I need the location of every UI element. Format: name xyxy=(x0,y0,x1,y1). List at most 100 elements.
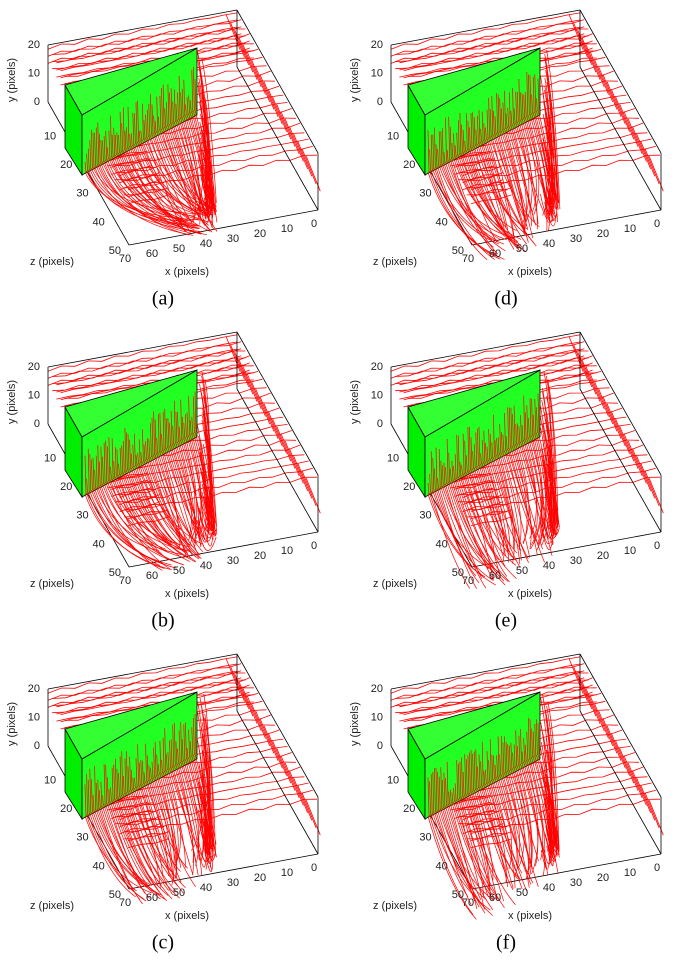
streamline xyxy=(526,116,540,216)
streamline xyxy=(169,124,210,216)
box-edge xyxy=(47,101,130,246)
streamline xyxy=(193,67,195,111)
streamline xyxy=(435,144,438,168)
streamline xyxy=(89,454,92,492)
z-tick-label: 40 xyxy=(436,860,448,872)
x-tick-label: 0 xyxy=(654,862,660,874)
streamline xyxy=(488,429,490,460)
streamline xyxy=(486,138,537,247)
streamline xyxy=(440,486,484,578)
streamline xyxy=(508,92,511,127)
streamline xyxy=(276,747,292,784)
z-axis-label: z (pixels) xyxy=(373,900,417,912)
streamline xyxy=(470,469,502,579)
streamline xyxy=(485,139,535,244)
streamline xyxy=(477,115,479,145)
streamline xyxy=(466,826,508,833)
streamline xyxy=(132,144,188,222)
streamline xyxy=(124,471,189,558)
streamline xyxy=(432,771,435,814)
streamline xyxy=(145,459,200,559)
streamline xyxy=(151,417,154,457)
x-tick-label: 40 xyxy=(543,560,555,572)
y-tick-label: 10 xyxy=(371,389,383,401)
streamline xyxy=(124,793,170,891)
streamline xyxy=(105,804,150,899)
streamline xyxy=(497,94,500,133)
streamline xyxy=(399,28,589,64)
box-edge xyxy=(47,331,238,368)
streamline xyxy=(251,703,266,739)
streamline xyxy=(170,739,173,768)
streamline xyxy=(126,148,195,231)
x-tick-label: 60 xyxy=(489,892,501,904)
streamline xyxy=(441,128,444,164)
z-tick-label: 10 xyxy=(387,131,399,143)
streamline xyxy=(118,772,120,798)
streamline xyxy=(523,762,539,867)
streamline xyxy=(598,388,614,425)
z-tick-label: 40 xyxy=(93,860,105,872)
streamline xyxy=(507,771,520,878)
streamline xyxy=(127,831,169,842)
streamline xyxy=(201,419,213,529)
streamline xyxy=(272,96,287,132)
wedge-top xyxy=(407,691,541,760)
streamline xyxy=(197,487,215,527)
streamline xyxy=(162,411,165,451)
streamline xyxy=(259,718,275,754)
x-tick-label: 0 xyxy=(311,218,317,230)
streamline xyxy=(297,463,313,499)
y-tick-label: 10 xyxy=(371,711,383,723)
streamline xyxy=(94,166,194,236)
streamline xyxy=(493,110,495,136)
x-tick-label: 50 xyxy=(173,243,185,255)
streamline xyxy=(251,59,266,95)
z-tick-label: 10 xyxy=(44,453,56,465)
streamline xyxy=(89,140,92,170)
streamline xyxy=(461,152,498,243)
box-edge xyxy=(128,853,319,890)
streamline xyxy=(507,744,510,772)
streamline xyxy=(255,66,271,103)
streamline xyxy=(510,110,513,126)
streamline xyxy=(610,411,626,447)
panel-label: (d) xyxy=(494,288,517,310)
streamline xyxy=(201,463,217,537)
streamline xyxy=(429,149,431,172)
streamline xyxy=(478,754,481,788)
streamline xyxy=(504,412,506,451)
streamline xyxy=(122,776,125,795)
streamline xyxy=(132,466,181,546)
streamline xyxy=(427,482,430,495)
streamline xyxy=(437,810,472,905)
streamline xyxy=(165,754,168,771)
z-axis-label: z (pixels) xyxy=(30,256,74,268)
streamline xyxy=(457,798,489,898)
streamline xyxy=(465,472,494,581)
streamline xyxy=(100,781,103,808)
streamline xyxy=(284,440,300,477)
streamline xyxy=(461,757,463,798)
streamline xyxy=(541,499,559,535)
box-edge xyxy=(579,9,662,154)
streamline xyxy=(197,837,212,863)
streamline xyxy=(180,92,183,119)
streamline xyxy=(477,428,479,467)
streamline xyxy=(164,408,167,450)
z-axis-label: z (pixels) xyxy=(30,900,74,912)
streamline xyxy=(164,108,167,128)
streamline xyxy=(610,733,626,769)
streamline xyxy=(545,717,560,855)
streamline xyxy=(515,91,518,123)
streamline xyxy=(462,152,519,243)
streamline xyxy=(122,440,125,473)
streamline xyxy=(477,465,503,556)
streamlines-fan xyxy=(84,371,218,571)
x-tick-label: 50 xyxy=(516,243,528,255)
streamline xyxy=(516,745,519,766)
x-tick-label: 30 xyxy=(227,555,239,567)
streamline xyxy=(486,460,505,562)
streamline xyxy=(473,444,476,468)
